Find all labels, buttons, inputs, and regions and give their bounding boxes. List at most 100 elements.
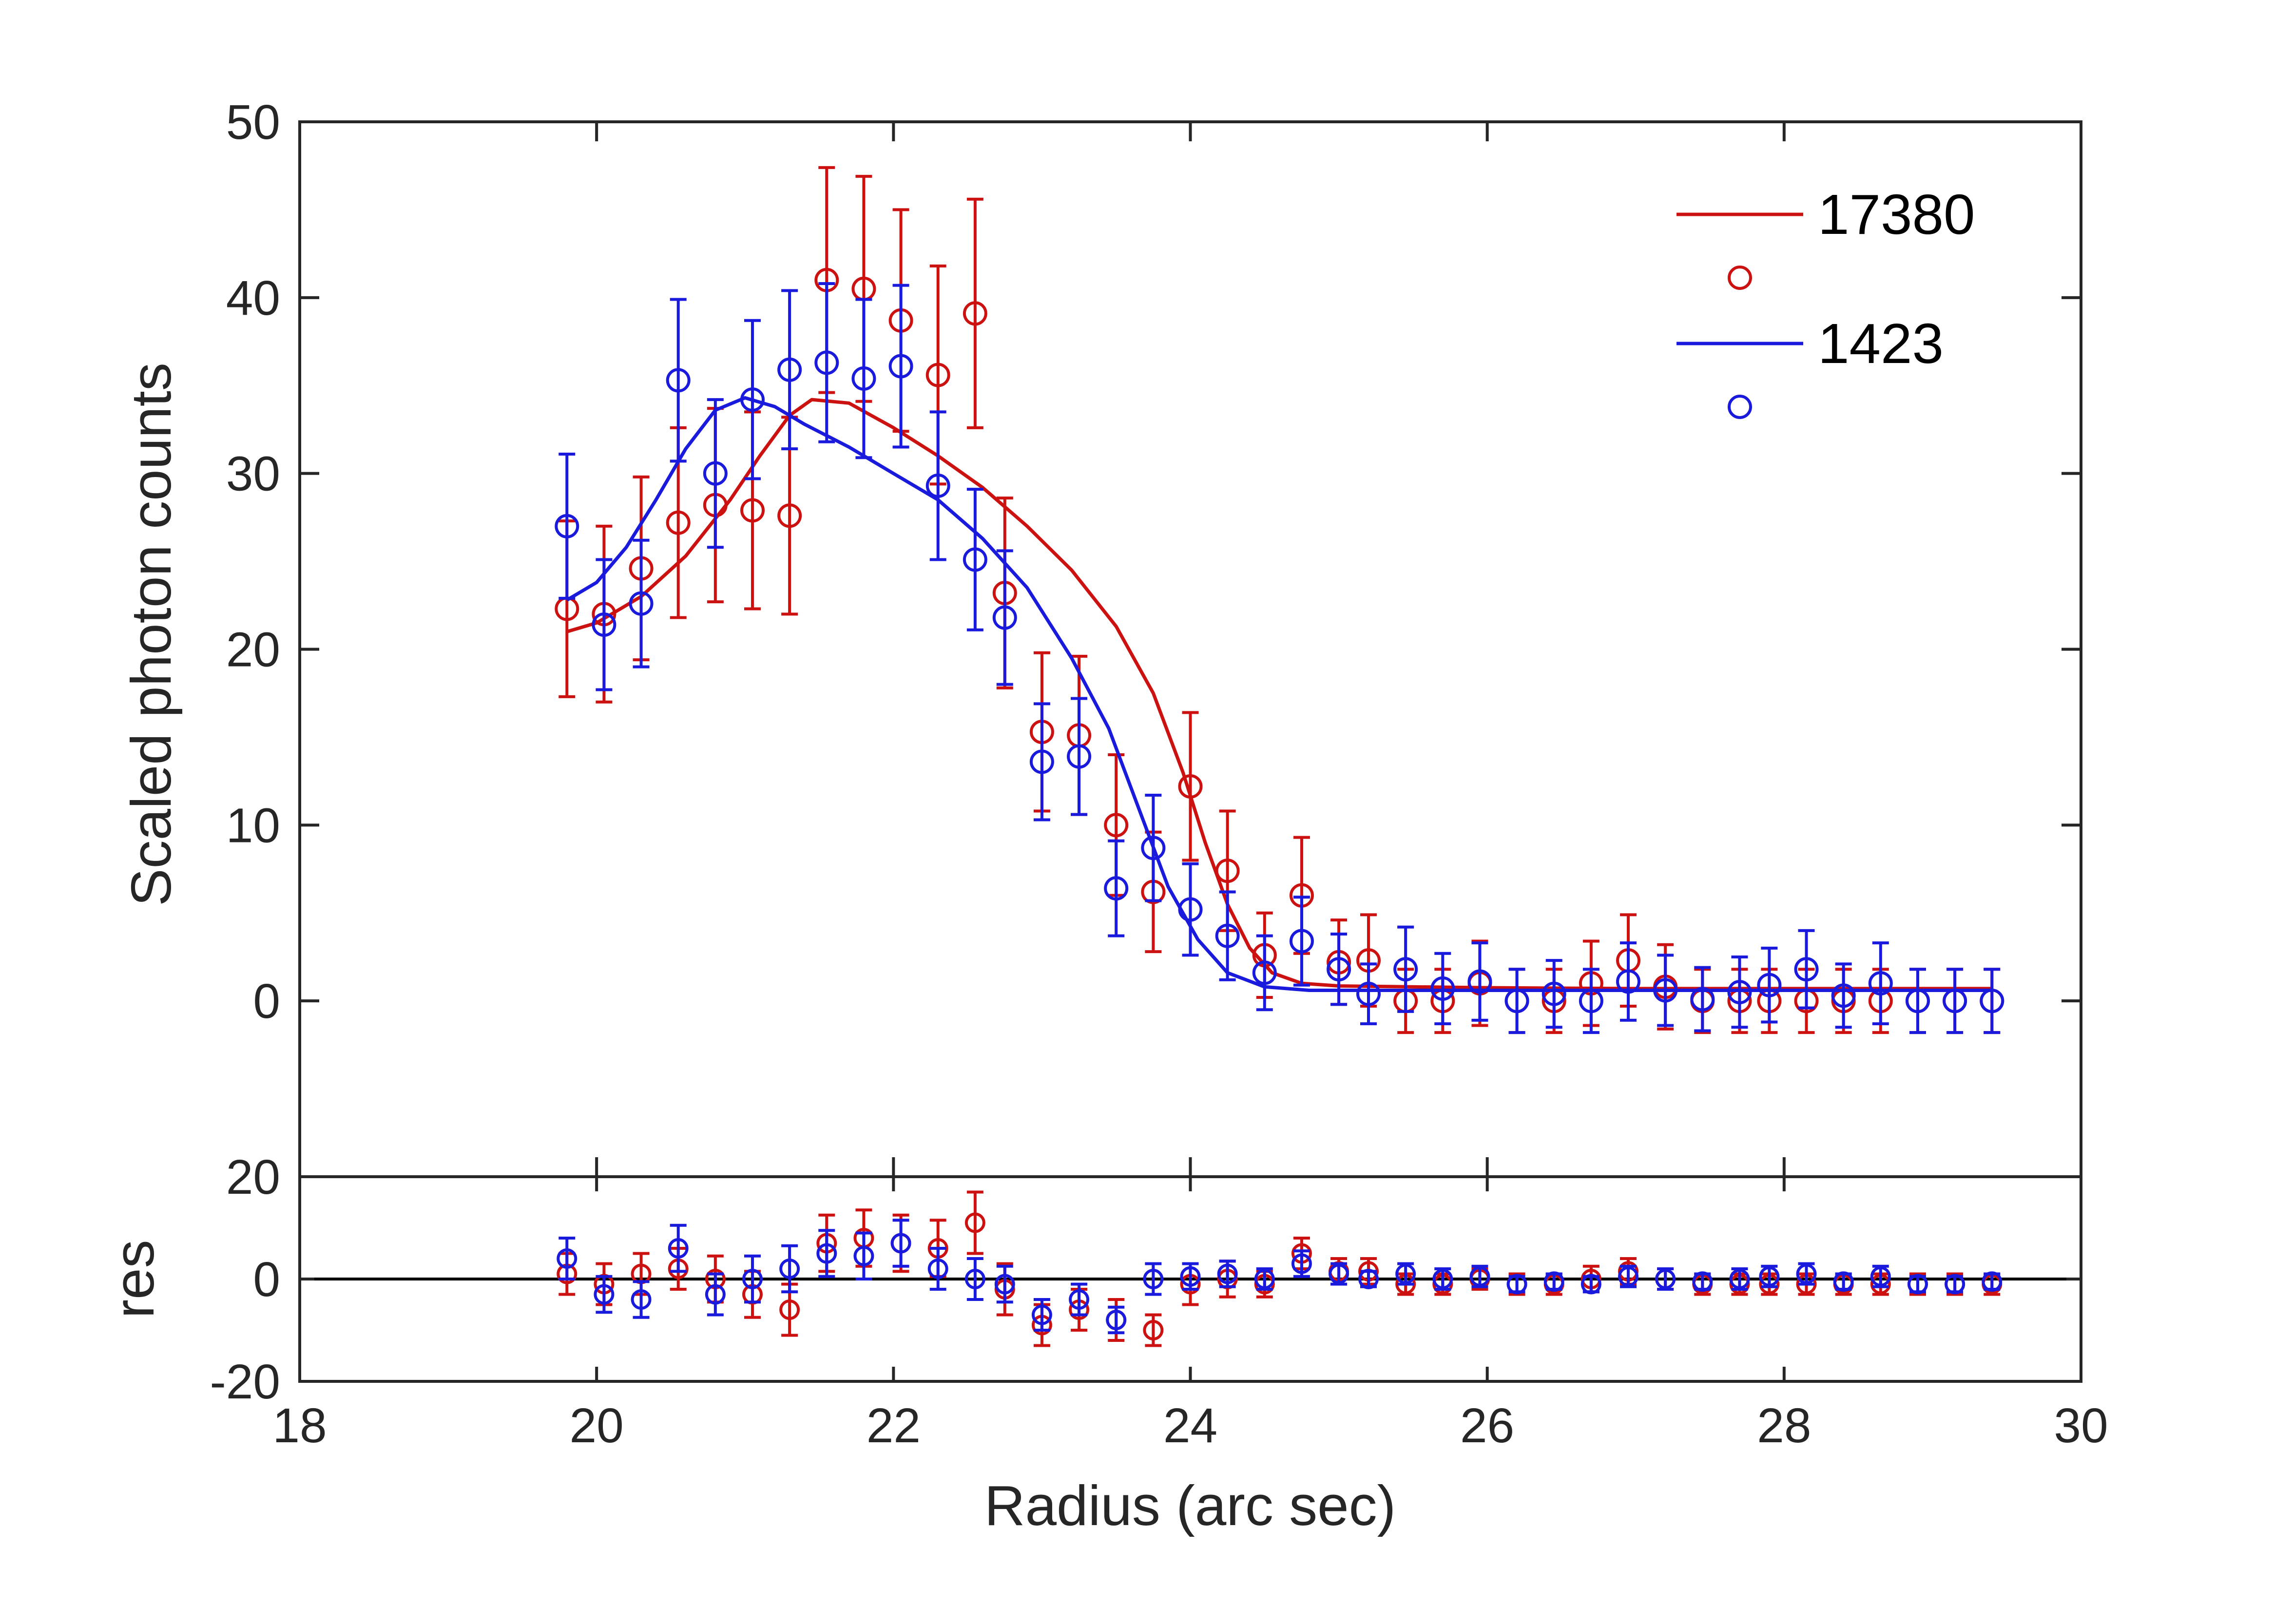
data-marker: [1327, 957, 1351, 982]
main-point-1423-2: [629, 538, 654, 669]
main-point-1423-22: [1356, 962, 1381, 1026]
res-point-1423-18: [1217, 1260, 1238, 1288]
legend-label: 17380: [1818, 183, 1975, 246]
res-point-1423-12: [994, 1264, 1015, 1304]
res-point-1423-23: [1395, 1262, 1416, 1286]
legend-marker-swatch: [1728, 266, 1752, 290]
main-point-17380-11: [963, 197, 987, 429]
data-marker: [1217, 1263, 1238, 1284]
residual-plot-marks: [300, 1190, 2081, 1347]
main-point-1423-5: [740, 319, 765, 480]
data-marker: [1870, 1266, 1891, 1287]
res-point-1423-29: [1618, 1264, 1639, 1288]
residual-y-axis-title: res: [102, 1240, 166, 1318]
res-point-1423-14: [1069, 1282, 1090, 1317]
data-marker: [925, 363, 950, 387]
data-marker: [888, 354, 913, 379]
main-point-1423-17: [1178, 862, 1203, 957]
data-marker: [1506, 1274, 1527, 1295]
main-point-1423-34: [1794, 929, 1819, 1010]
res-point-1423-9: [890, 1219, 911, 1268]
main-point-1423-9: [888, 284, 913, 449]
legend: 17380 1423: [1677, 183, 1975, 419]
main-point-1423-18: [1215, 890, 1240, 981]
main-point-1423-4: [703, 398, 728, 549]
main-point-1423-19: [1252, 934, 1277, 1012]
main-y-tick-label: 20: [226, 623, 280, 677]
res-point-1423-5: [742, 1254, 763, 1304]
res-x-tick-label: 18: [272, 1398, 327, 1453]
data-marker: [592, 612, 617, 637]
data-marker: [1215, 923, 1240, 948]
res-point-1423-0: [557, 1237, 578, 1280]
data-marker: [963, 301, 987, 326]
data-marker: [1653, 978, 1678, 1003]
data-marker: [1143, 1320, 1164, 1340]
res-point-1423-24: [1432, 1267, 1453, 1291]
res-point-1423-37: [1907, 1274, 1928, 1295]
data-marker: [1393, 957, 1418, 982]
data-marker: [1069, 1289, 1090, 1310]
res-series-1423: [557, 1219, 2003, 1335]
data-marker: [777, 357, 802, 382]
main-y-tick-label: 0: [253, 974, 280, 1029]
data-marker: [1104, 813, 1129, 838]
res-point-1423-39: [1982, 1271, 2003, 1292]
res-point-1423-30: [1655, 1267, 1676, 1291]
res-point-1423-1: [594, 1275, 615, 1314]
main-point-1423-25: [1467, 941, 1492, 1022]
res-point-1423-25: [1469, 1264, 1490, 1288]
data-marker: [853, 1245, 874, 1266]
main-point-1423-15: [1104, 839, 1129, 937]
data-marker: [1616, 969, 1641, 994]
main-point-1423-12: [992, 549, 1017, 686]
data-marker: [1543, 1271, 1564, 1292]
data-marker: [1504, 989, 1529, 1013]
res-point-17380-11: [964, 1190, 985, 1255]
data-marker: [925, 473, 950, 498]
data-marker: [1868, 971, 1893, 996]
main-point-1423-8: [851, 298, 876, 459]
data-marker: [740, 387, 765, 412]
main-point-1423-38: [1943, 968, 1967, 1034]
res-x-tick-label: 22: [867, 1398, 921, 1453]
main-point-1423-23: [1393, 925, 1418, 1013]
res-point-1423-38: [1945, 1274, 1966, 1295]
data-marker: [1690, 987, 1715, 1012]
data-marker: [1104, 876, 1129, 901]
main-point-1423-20: [1289, 896, 1314, 987]
data-marker: [927, 1259, 948, 1279]
legend-entry-17380: 17380: [1677, 183, 1975, 290]
data-marker: [1982, 1271, 2003, 1292]
data-marker: [1655, 1269, 1676, 1289]
data-marker: [1905, 989, 1930, 1013]
x-axis-title: Radius (arc sec): [984, 1474, 1396, 1537]
data-marker: [629, 591, 654, 616]
data-marker: [1291, 1253, 1312, 1274]
data-marker: [666, 368, 691, 393]
data-marker: [1067, 744, 1092, 769]
res-y-tick-label: 0: [253, 1252, 280, 1307]
data-marker: [1356, 981, 1381, 1006]
data-marker: [1467, 969, 1492, 994]
data-marker: [557, 1248, 578, 1269]
main-point-1423-13: [1029, 702, 1054, 822]
data-marker: [1831, 983, 1856, 1008]
res-point-1423-26: [1506, 1274, 1527, 1295]
data-marker: [666, 510, 691, 535]
main-axis-ticks: 0 10 20 30 40 50: [226, 95, 2081, 1177]
res-point-1423-8: [853, 1231, 874, 1280]
res-point-1423-7: [816, 1229, 837, 1278]
main-point-1423-32: [1727, 955, 1752, 1029]
data-marker: [703, 461, 728, 486]
data-marker: [1729, 1269, 1750, 1289]
res-point-1423-22: [1358, 1269, 1379, 1289]
main-series-1423: [555, 282, 2004, 1034]
res-point-1423-20: [1291, 1249, 1312, 1278]
data-marker: [1178, 897, 1203, 922]
data-marker: [1469, 1266, 1490, 1287]
main-point-1423-3: [666, 298, 691, 463]
main-point-1423-31: [1690, 966, 1715, 1032]
main-point-1423-7: [814, 282, 839, 443]
